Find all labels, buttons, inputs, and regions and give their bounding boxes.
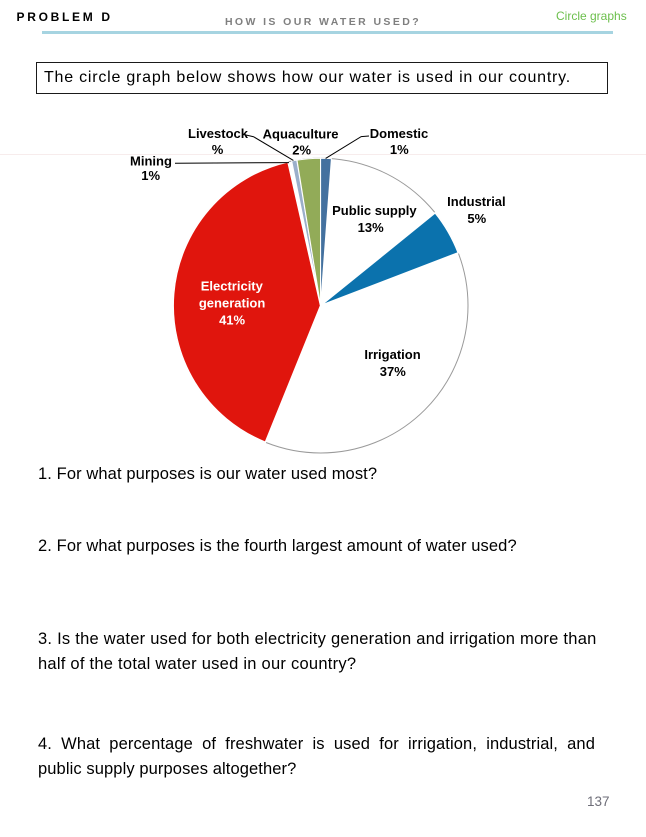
svg-text:13%: 13% bbox=[358, 220, 384, 235]
svg-text:Electricity: Electricity bbox=[201, 278, 264, 293]
svg-text:37%: 37% bbox=[380, 364, 406, 379]
svg-text:41%: 41% bbox=[219, 313, 245, 328]
svg-text:%: % bbox=[212, 142, 224, 157]
svg-text:Aquaculture: Aquaculture bbox=[263, 127, 339, 142]
svg-text:Irrigation: Irrigation bbox=[364, 347, 420, 362]
svg-text:Public supply: Public supply bbox=[332, 203, 417, 218]
svg-text:1%: 1% bbox=[390, 142, 409, 157]
svg-text:2%: 2% bbox=[292, 143, 311, 158]
svg-text:5%: 5% bbox=[467, 211, 486, 226]
svg-text:Livestock: Livestock bbox=[188, 126, 249, 141]
svg-text:Mining: Mining bbox=[130, 154, 172, 169]
svg-text:Domestic: Domestic bbox=[370, 126, 429, 141]
svg-text:1%: 1% bbox=[141, 168, 160, 183]
svg-text:generation: generation bbox=[199, 296, 266, 311]
svg-text:Industrial: Industrial bbox=[447, 194, 506, 209]
